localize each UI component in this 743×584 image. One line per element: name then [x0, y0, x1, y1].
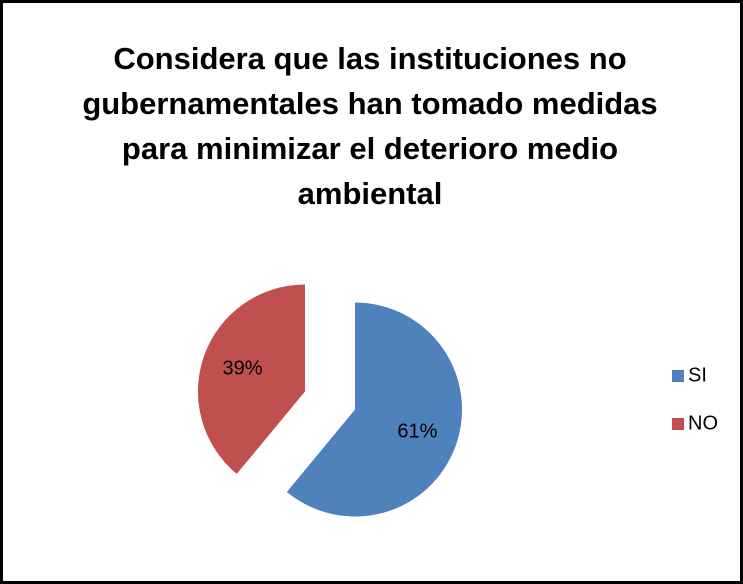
data-label: 39%	[223, 357, 263, 379]
pie-slice	[197, 284, 305, 474]
legend-swatch	[672, 418, 684, 430]
legend-label: NO	[688, 412, 718, 434]
legend-label: SI	[688, 364, 707, 386]
legend-swatch	[672, 370, 684, 382]
chart-title: Considera que las instituciones no guber…	[82, 41, 658, 211]
data-label: 61%	[397, 420, 437, 442]
pie-slice	[286, 302, 463, 517]
